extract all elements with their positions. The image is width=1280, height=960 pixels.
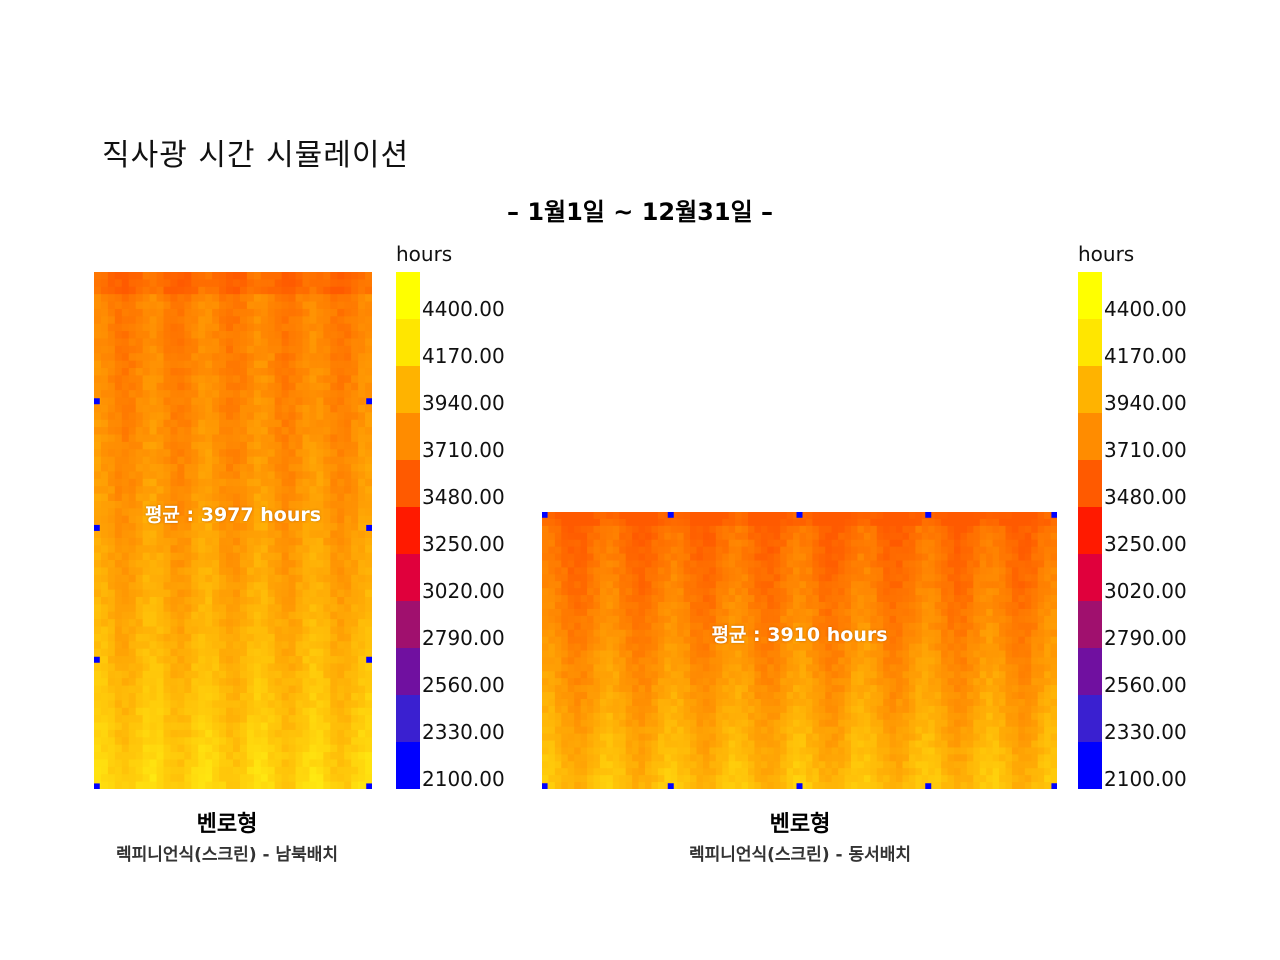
colorbar-tick-label: 3710.00 <box>422 438 505 462</box>
heatmap-marker <box>366 656 372 663</box>
colorbar-segment <box>396 319 420 367</box>
colorbar-segment <box>1078 554 1102 602</box>
colorbar-tick-label: 3940.00 <box>422 391 505 415</box>
caption-subtitle-left: 렉피니언식(스크린) - 남북배치 <box>115 845 339 865</box>
colorbar-segment <box>1078 413 1102 461</box>
heatmap-marker <box>542 512 548 518</box>
colorbar-tick-label: 4170.00 <box>422 344 505 368</box>
colorbar-ticks-left: 4400.00 4170.00 3940.00 3710.00 3480.00 3250.… <box>422 272 522 789</box>
colorbar-tick-label: 3250.00 <box>1104 532 1187 556</box>
colorbar-segment <box>1078 507 1102 555</box>
heatmap-marker <box>94 398 100 405</box>
colorbar-tick-label: 4400.00 <box>1104 297 1187 321</box>
heatmap-marker <box>667 512 674 518</box>
heatmap-east-west: 평균 : 3910 hours <box>542 512 1057 789</box>
colorbar-unit-right: hours <box>1078 242 1135 266</box>
colorbar-segment <box>396 554 420 602</box>
colorbar-tick-label: 3020.00 <box>422 579 505 603</box>
colorbar-segment <box>396 413 420 461</box>
colorbar-tick-label: 2100.00 <box>422 767 505 791</box>
heatmap-north-south: 평균 : 3977 hours <box>94 272 372 789</box>
caption-title-right: 벤로형 <box>769 812 831 837</box>
colorbar-segment <box>396 507 420 555</box>
colorbar-segment <box>1078 695 1102 743</box>
colorbar-segment <box>1078 460 1102 508</box>
heatmap-north-south-svg <box>94 272 372 789</box>
colorbar-segment <box>396 272 420 320</box>
colorbar-tick-label: 4400.00 <box>422 297 505 321</box>
colorbar-segment <box>396 601 420 649</box>
average-label-east-west: 평균 : 3910 hours <box>711 624 888 646</box>
colorbar-right <box>1078 272 1102 789</box>
colorbar-tick-label: 2330.00 <box>422 720 505 744</box>
colorbar-tick-label: 3250.00 <box>422 532 505 556</box>
colorbar-segment <box>1078 366 1102 414</box>
heatmap-marker <box>94 783 100 789</box>
caption-title-left: 벤로형 <box>196 812 258 837</box>
colorbar-left <box>396 272 420 789</box>
heatmap-marker <box>366 783 372 789</box>
colorbar-unit-left: hours <box>396 242 453 266</box>
colorbar-segment <box>396 460 420 508</box>
heatmap-marker <box>94 524 100 531</box>
heatmap-marker <box>366 524 372 531</box>
colorbar-tick-label: 3480.00 <box>1104 485 1187 509</box>
heatmap-marker <box>366 398 372 405</box>
heatmap-marker <box>542 783 548 789</box>
heatmap-east-west-svg <box>542 512 1057 789</box>
heatmap-marker <box>1051 783 1057 789</box>
colorbar-right-svg <box>1078 272 1102 789</box>
colorbar-segment <box>396 648 420 696</box>
colorbar-tick-label: 3020.00 <box>1104 579 1187 603</box>
colorbar-tick-label: 3710.00 <box>1104 438 1187 462</box>
colorbar-ticks-right: 4400.00 4170.00 3940.00 3710.00 3480.00 3250.… <box>1104 272 1204 789</box>
colorbar-left-svg <box>396 272 420 789</box>
colorbar-segment <box>396 695 420 743</box>
colorbar-tick-label: 2100.00 <box>1104 767 1187 791</box>
date-range-subtitle: – 1월1일 ~ 12월31일 – <box>506 198 774 226</box>
colorbar-tick-label: 4170.00 <box>1104 344 1187 368</box>
heatmap-marker <box>925 783 932 789</box>
colorbar-segment <box>396 742 420 789</box>
colorbar-tick-label: 3940.00 <box>1104 391 1187 415</box>
colorbar-segment <box>396 366 420 414</box>
colorbar-tick-label: 2560.00 <box>1104 673 1187 697</box>
heatmap-marker <box>796 783 803 789</box>
heatmap-marker <box>667 783 674 789</box>
heatmap-marker <box>1051 512 1057 518</box>
colorbar-segment <box>1078 742 1102 789</box>
caption-subtitle-right: 렉피니언식(스크린) - 동서배치 <box>688 845 912 865</box>
heatmap-marker <box>796 512 803 518</box>
colorbar-segment <box>1078 648 1102 696</box>
heatmap-marker <box>925 512 932 518</box>
average-label-north-south: 평균 : 3977 hours <box>144 504 322 526</box>
colorbar-tick-label: 3480.00 <box>422 485 505 509</box>
colorbar-tick-label: 2790.00 <box>1104 626 1187 650</box>
page-title: 직사광 시간 시뮬레이션 <box>102 138 410 173</box>
colorbar-segment <box>1078 319 1102 367</box>
colorbar-tick-label: 2330.00 <box>1104 720 1187 744</box>
heatmap-marker <box>94 656 100 663</box>
colorbar-segment <box>1078 272 1102 320</box>
colorbar-tick-label: 2790.00 <box>422 626 505 650</box>
colorbar-tick-label: 2560.00 <box>422 673 505 697</box>
colorbar-segment <box>1078 601 1102 649</box>
